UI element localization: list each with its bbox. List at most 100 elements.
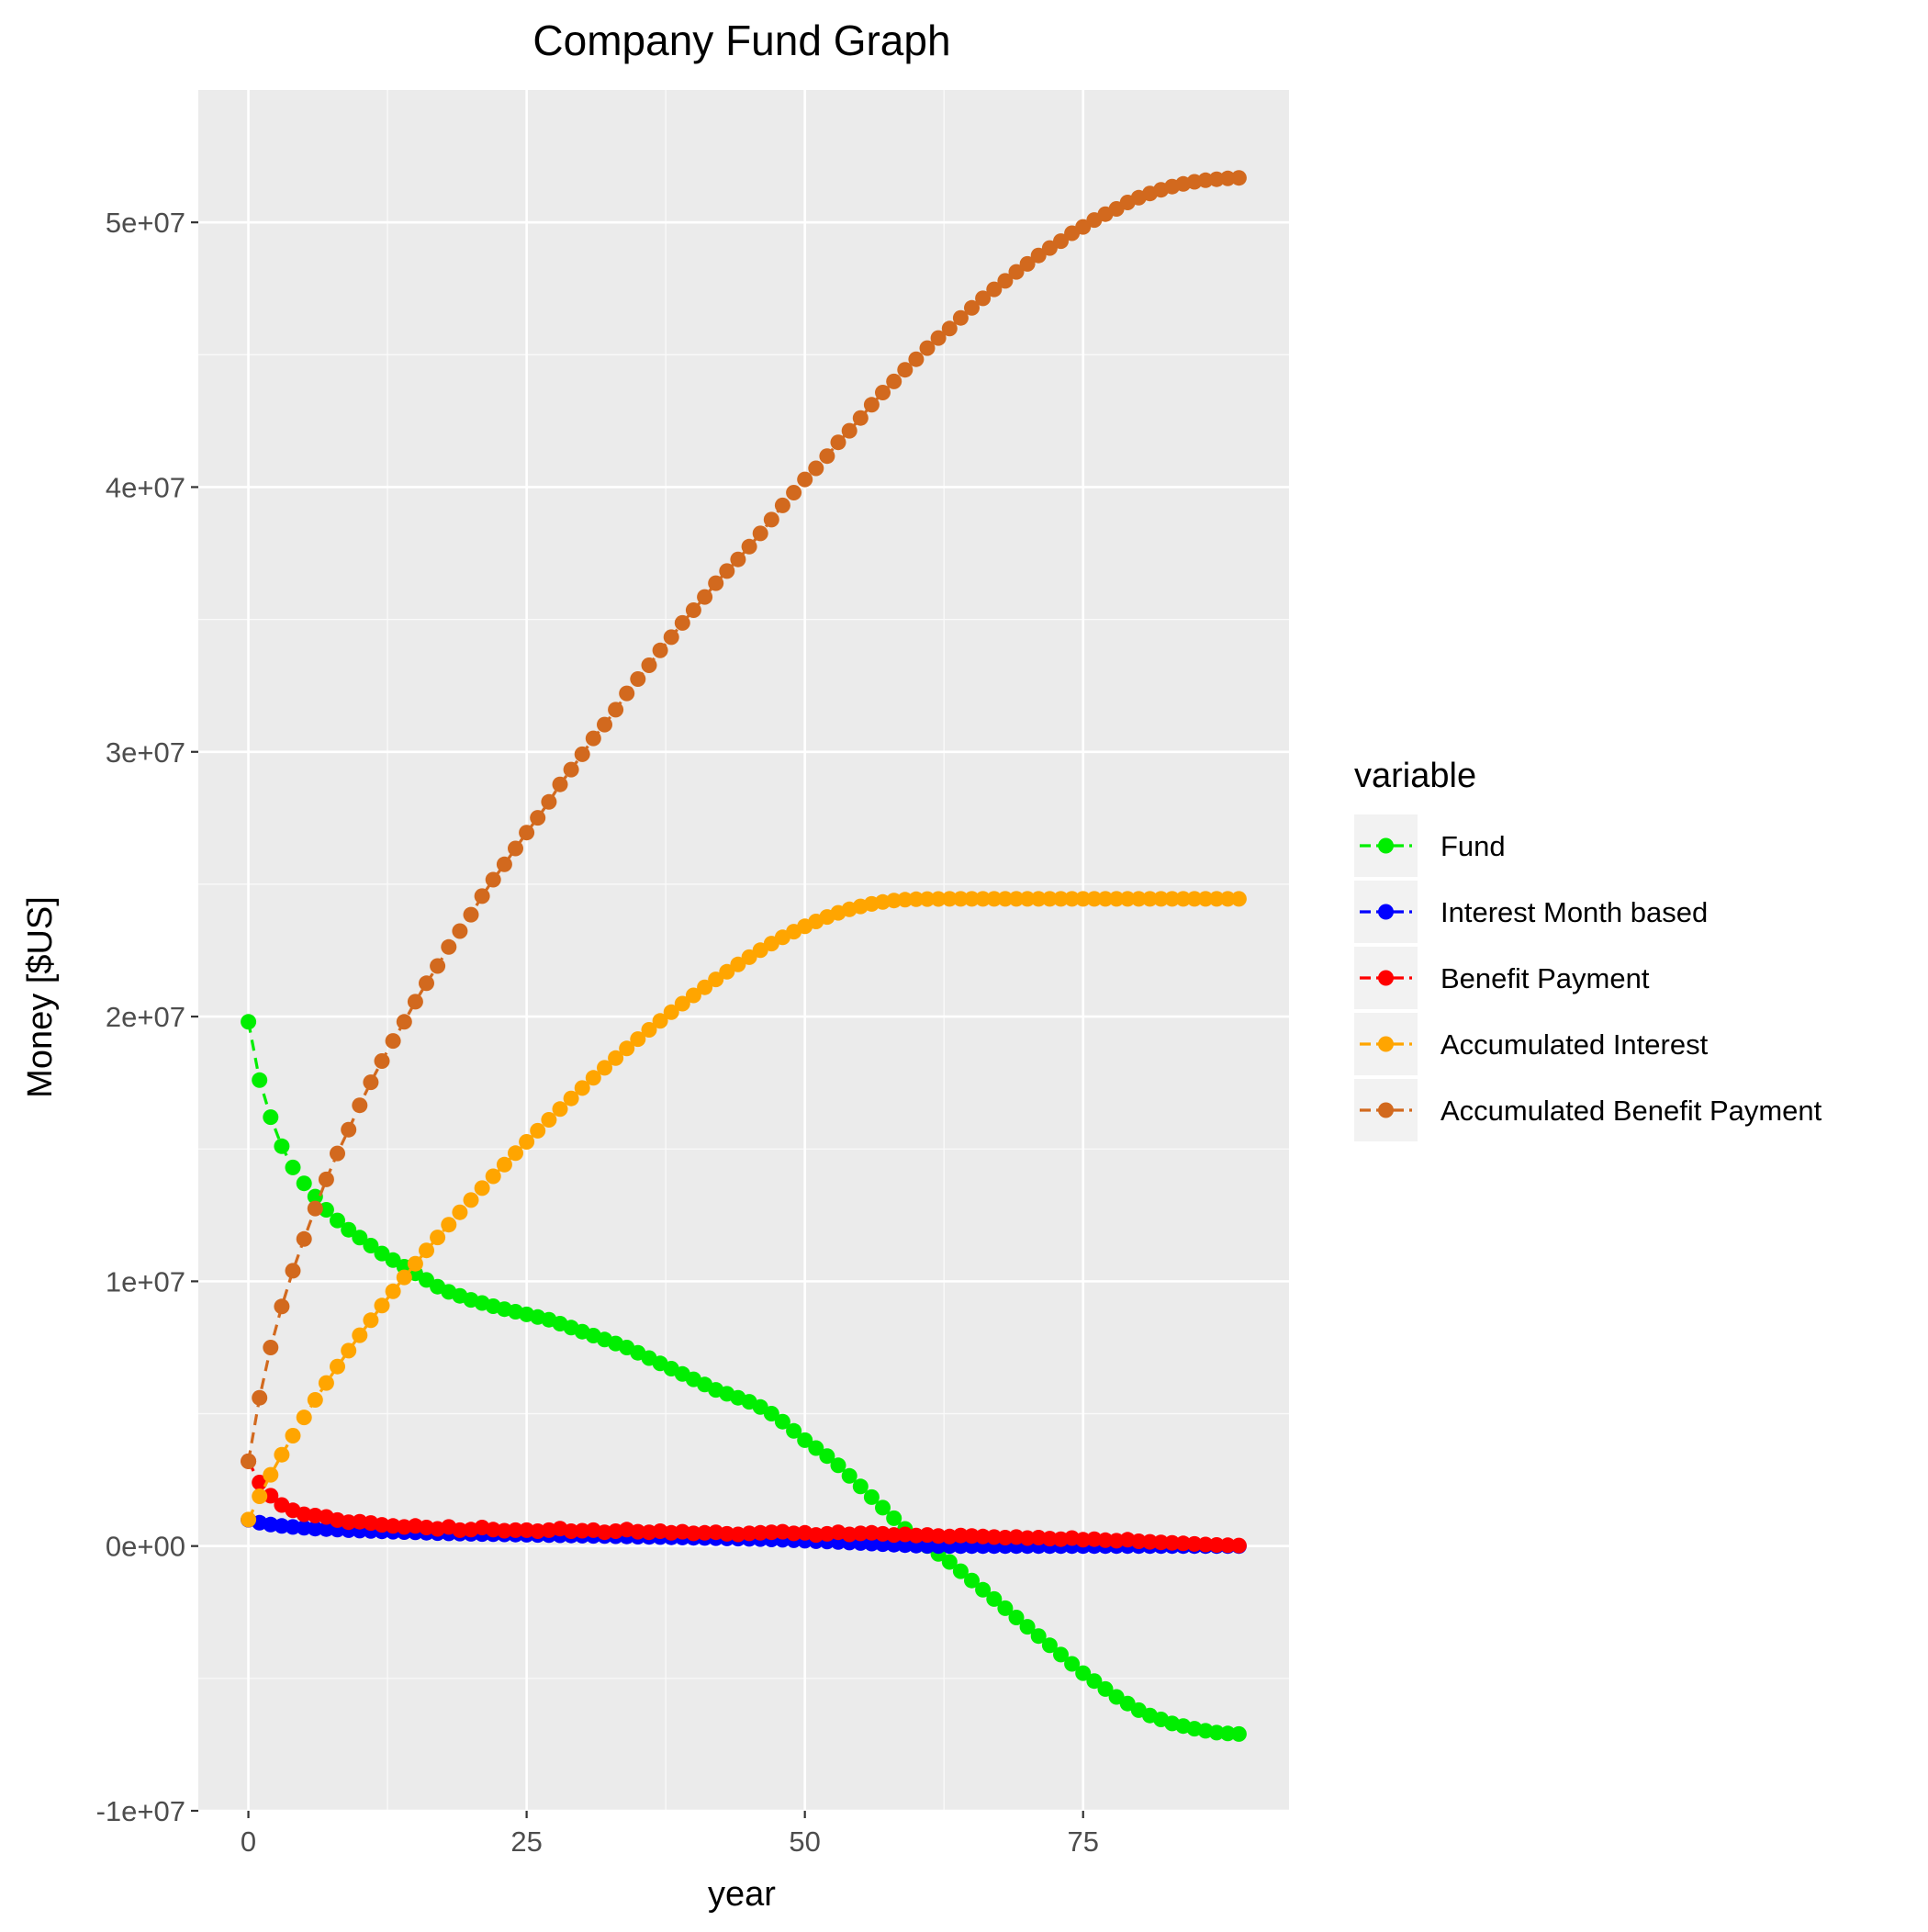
data-point — [941, 320, 958, 337]
legend-key-point — [1378, 970, 1394, 986]
y-axis-title: Money [$US] — [21, 896, 60, 1098]
data-point — [330, 1212, 345, 1229]
data-point — [541, 793, 557, 810]
data-point — [263, 1109, 279, 1126]
data-point — [763, 1524, 779, 1541]
data-point — [1175, 891, 1192, 907]
data-point — [430, 1230, 446, 1246]
data-point — [697, 979, 713, 995]
data-point — [508, 1145, 523, 1162]
data-point — [741, 538, 757, 555]
legend-key-point — [1378, 1036, 1394, 1052]
data-point — [819, 448, 835, 465]
data-point — [841, 1467, 858, 1484]
data-point — [741, 1525, 757, 1542]
data-point — [285, 1263, 301, 1279]
legend-item-accumulated-benefit-payment: Accumulated Benefit Payment — [1354, 1079, 1822, 1141]
data-point — [663, 1004, 679, 1020]
legend-item-benefit-payment: Benefit Payment — [1354, 947, 1650, 1009]
data-point — [563, 1523, 579, 1539]
data-point — [897, 1537, 914, 1554]
data-point — [697, 1524, 713, 1541]
data-point — [352, 1097, 368, 1114]
data-point — [997, 1530, 1014, 1545]
data-point — [363, 1312, 379, 1329]
series-accumulated-interest — [241, 891, 1247, 1528]
series-benefit-payment — [241, 1453, 1247, 1554]
data-point — [697, 589, 713, 605]
data-point — [1075, 891, 1092, 907]
data-point — [307, 1188, 323, 1205]
legend-label: Fund — [1440, 830, 1506, 862]
data-point — [1108, 891, 1125, 907]
data-point — [374, 1053, 390, 1069]
data-point — [252, 1072, 268, 1088]
data-point — [852, 1525, 869, 1542]
data-point — [952, 1563, 969, 1579]
data-point — [1197, 891, 1214, 907]
data-point — [485, 871, 501, 888]
legend-label: Benefit Payment — [1440, 962, 1650, 994]
data-point — [252, 1475, 268, 1490]
data-point — [1208, 1724, 1225, 1741]
data-point — [1230, 1537, 1247, 1554]
data-point — [1219, 1725, 1236, 1742]
data-point — [1186, 1535, 1203, 1552]
data-point — [496, 1522, 512, 1539]
data-point — [1019, 891, 1036, 907]
data-point — [1053, 233, 1069, 250]
data-point — [997, 891, 1014, 907]
data-point — [1008, 1610, 1025, 1625]
data-point — [307, 1392, 323, 1408]
data-point — [1064, 891, 1081, 907]
data-point — [552, 776, 568, 792]
data-point — [563, 761, 579, 778]
legend-label: Accumulated Interest — [1440, 1028, 1709, 1061]
data-point — [930, 891, 947, 907]
data-point — [863, 397, 880, 413]
x-axis-title: year — [708, 1875, 776, 1914]
data-point — [285, 1428, 301, 1443]
data-point — [530, 810, 546, 826]
data-point — [597, 1060, 612, 1076]
series-accumulated-benefit-payment — [241, 170, 1247, 1469]
data-point — [886, 1510, 902, 1526]
data-point — [1208, 891, 1225, 907]
data-point — [1097, 1532, 1114, 1548]
data-point — [1030, 1628, 1047, 1645]
data-point — [274, 1298, 290, 1315]
data-point — [541, 1112, 557, 1128]
data-point — [452, 923, 468, 939]
data-point — [530, 1523, 546, 1539]
legend-title: variable — [1354, 757, 1476, 795]
data-point — [863, 1488, 880, 1505]
data-point — [1075, 219, 1092, 235]
data-point — [630, 1523, 646, 1540]
data-point — [630, 1031, 646, 1048]
data-point — [341, 1342, 357, 1359]
legend: variable Fund Interest Month based Benefit… — [1354, 757, 1822, 1141]
legend-label: Accumulated Benefit Payment — [1440, 1095, 1822, 1127]
data-point — [964, 891, 980, 907]
data-point — [574, 1080, 590, 1096]
series-layer — [241, 170, 1247, 1742]
data-point — [1086, 891, 1103, 907]
data-point — [496, 856, 512, 872]
data-point — [352, 1230, 368, 1246]
data-point — [1130, 891, 1147, 907]
x-tick-label: 75 — [1067, 1825, 1098, 1858]
data-point — [385, 1518, 401, 1534]
data-point — [474, 1180, 490, 1196]
data-point — [1030, 891, 1047, 907]
legend-item-interest-month-based: Interest Month based — [1354, 881, 1708, 943]
data-point — [763, 1406, 779, 1421]
data-point — [530, 1122, 546, 1139]
data-point — [563, 1090, 579, 1106]
data-point — [786, 1422, 802, 1439]
data-point — [986, 1590, 1003, 1607]
data-point — [919, 1538, 936, 1554]
data-point — [975, 290, 992, 307]
data-point — [252, 1488, 268, 1504]
